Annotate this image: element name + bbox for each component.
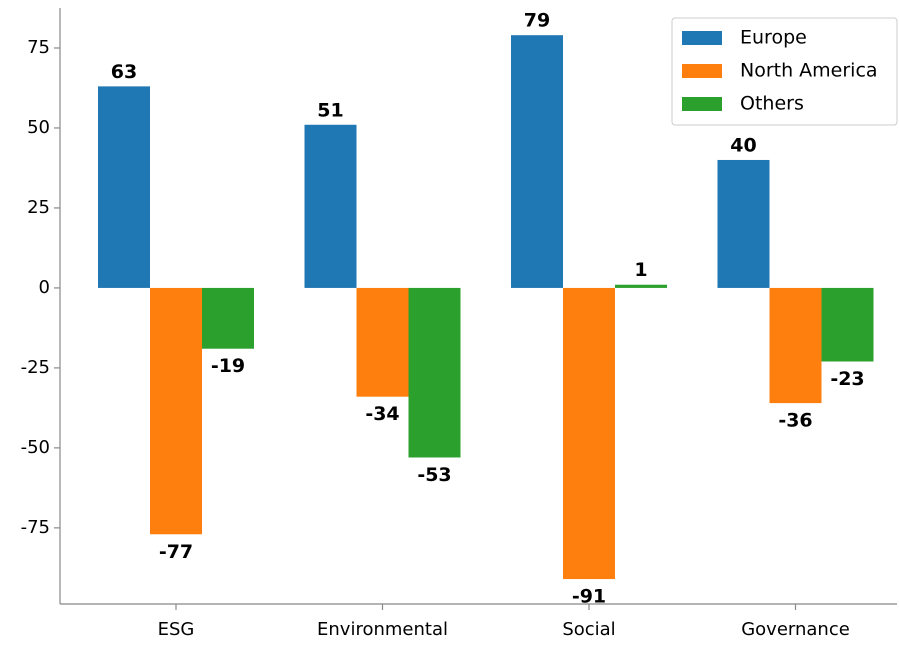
value-label: -77 <box>159 541 193 563</box>
bar <box>150 287 202 535</box>
legend-label: Europe <box>740 27 807 49</box>
y-tick-label: 0 <box>39 277 50 298</box>
legend-label: Others <box>740 93 804 115</box>
bar <box>717 159 770 288</box>
value-label: -91 <box>572 586 606 608</box>
value-label: -36 <box>778 410 812 432</box>
legend-swatch <box>682 97 722 111</box>
y-tick-label: -75 <box>21 517 50 538</box>
value-label: -23 <box>830 368 864 390</box>
bar <box>821 287 874 362</box>
legend-swatch <box>682 64 722 78</box>
value-label: -53 <box>417 464 451 486</box>
value-label: 79 <box>524 10 550 32</box>
value-label: 51 <box>317 99 343 121</box>
y-tick-label: -50 <box>21 437 50 458</box>
value-label: -19 <box>211 355 245 377</box>
bar <box>563 287 615 580</box>
y-tick-label: 50 <box>27 117 50 138</box>
value-label: -34 <box>365 403 399 425</box>
x-tick-label: Environmental <box>317 619 448 640</box>
x-tick-label: Social <box>562 619 615 640</box>
bar <box>356 287 409 397</box>
x-tick-label: ESG <box>158 619 195 640</box>
bar <box>615 284 667 288</box>
y-tick-label: 75 <box>27 37 50 58</box>
value-label: 63 <box>111 61 137 83</box>
value-label: 40 <box>730 134 756 156</box>
y-tick-label: 25 <box>27 197 50 218</box>
legend-box <box>671 17 898 126</box>
value-label: 1 <box>634 259 647 281</box>
bar <box>304 124 357 288</box>
bar <box>769 287 822 404</box>
legend-swatch <box>682 31 722 45</box>
bar <box>408 287 461 458</box>
bar <box>202 287 254 349</box>
legend-label: North America <box>740 60 878 82</box>
x-tick-label: Governance <box>741 619 850 640</box>
y-tick-label: -25 <box>21 357 50 378</box>
bar <box>98 86 150 288</box>
bar <box>511 35 563 288</box>
